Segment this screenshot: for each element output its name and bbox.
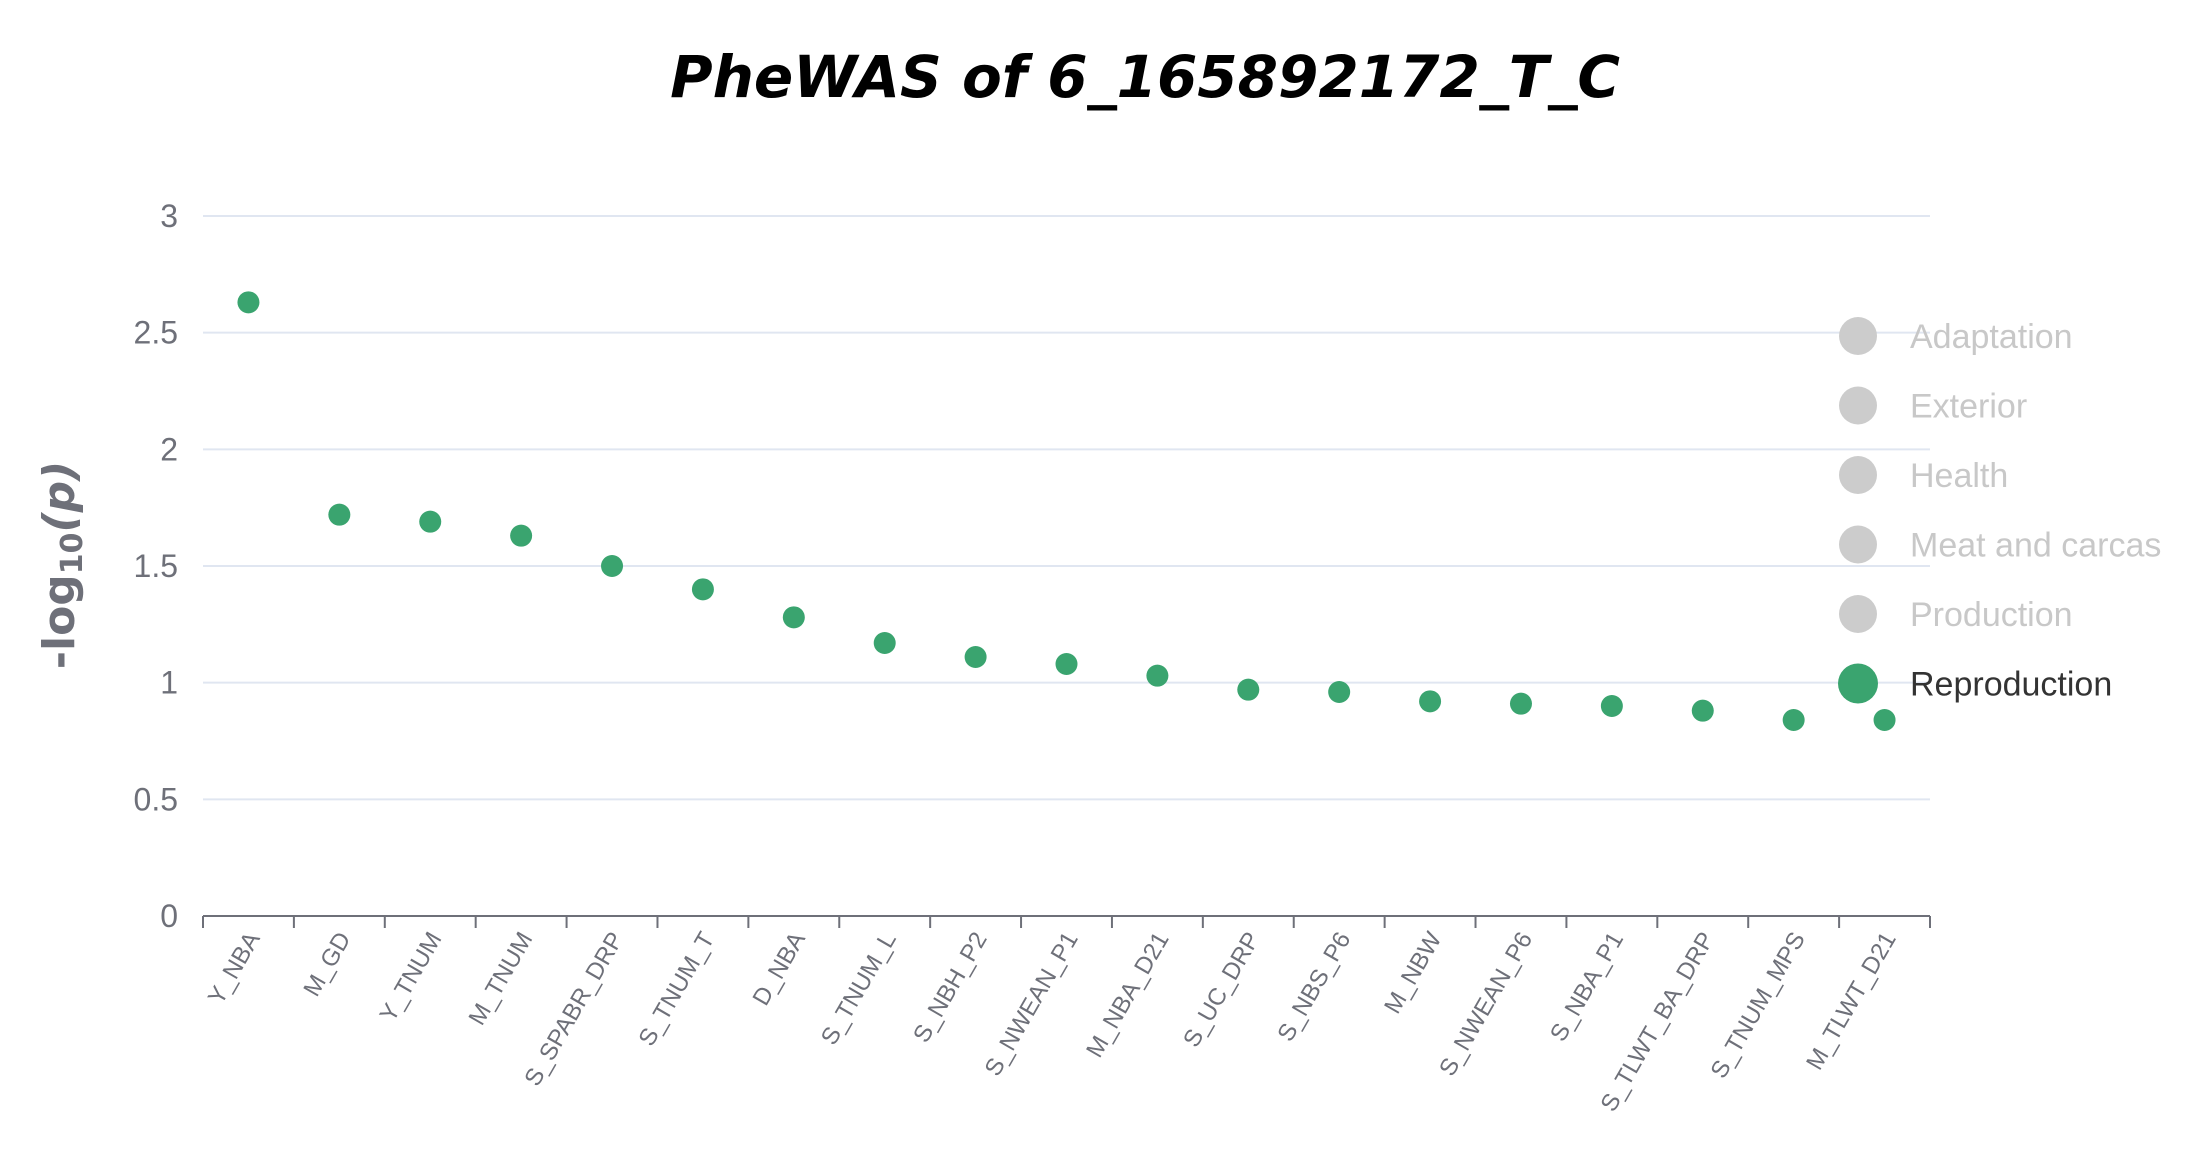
legend-marker[interactable] (1839, 595, 1877, 633)
data-point[interactable] (1691, 699, 1714, 722)
y-tick-label: 2 (160, 431, 178, 467)
x-tick-label: S_SPABR_DRP (519, 928, 629, 1091)
x-axis (202, 915, 1931, 928)
legend-label[interactable]: Exterior (1910, 388, 2027, 426)
legend-label[interactable]: Reproduction (1910, 666, 2112, 704)
x-tick-label: Y_TNUM (375, 928, 448, 1027)
x-tick-label: Y_NBA (203, 928, 266, 1010)
data-point[interactable] (1509, 692, 1532, 715)
data-point[interactable] (1237, 678, 1260, 701)
y-axis-label: -log10(p) (34, 461, 90, 670)
y-tick-label: 1.5 (134, 548, 178, 584)
x-tick-label: S_TNUM_T (633, 927, 720, 1051)
legend-label[interactable]: Production (1910, 596, 2073, 634)
legend-item[interactable]: Adaptation (1839, 317, 2073, 356)
x-tick-label: D_NBA (748, 928, 811, 1011)
x-tick-label: M_TNUM (464, 928, 539, 1030)
y-axis-label-prefix: -log (34, 574, 85, 669)
data-point[interactable] (1873, 709, 1896, 731)
data-point[interactable] (1419, 690, 1442, 713)
data-point[interactable] (237, 291, 260, 314)
data-point[interactable] (419, 510, 442, 533)
y-tick-label: 3 (160, 198, 178, 234)
x-tick-label: S_NBH_P2 (908, 927, 993, 1047)
chart-title: PheWAS of 6_165892172_T_C (670, 43, 1620, 111)
y-tick-label: 1 (160, 665, 178, 701)
legend-label[interactable]: Adaptation (1910, 318, 2073, 356)
legend-marker[interactable] (1839, 386, 1877, 425)
data-point[interactable] (1146, 664, 1169, 687)
legend-item[interactable]: Production (1839, 595, 2073, 634)
legend-label[interactable]: Meat and carcas (1910, 527, 2161, 565)
data-point[interactable] (1055, 653, 1078, 675)
x-tick-label: M_NBW (1379, 927, 1447, 1018)
data-point[interactable] (601, 555, 624, 577)
x-tick-label: S_NBS_P6 (1272, 928, 1356, 1047)
data-point[interactable] (328, 503, 351, 526)
data-points (237, 291, 1896, 731)
y-axis-label-argument: (p) (34, 461, 85, 533)
legend-item[interactable]: Reproduction (1838, 663, 2112, 704)
legend-label[interactable]: Health (1910, 457, 2008, 495)
data-point[interactable] (691, 578, 714, 601)
x-tick-label: S_NWEAN_P6 (1434, 928, 1538, 1081)
data-point[interactable] (510, 524, 533, 547)
data-point[interactable] (964, 646, 987, 668)
x-tick-label: S_TNUM_MPS (1705, 928, 1810, 1084)
legend-marker[interactable] (1838, 663, 1878, 704)
y-axis-ticks: 0 0.5 1 1.5 2 2.5 3 (134, 198, 178, 934)
y-tick-label: 2.5 (134, 315, 178, 351)
y-axis-label-subscript: 10 (55, 532, 90, 574)
legend-item[interactable]: Exterior (1839, 386, 2027, 426)
legend[interactable]: Adaptation Exterior Health Meat and carcas P… (1838, 317, 2161, 704)
grid-lines (203, 215, 1930, 801)
y-tick-label: 0.5 (134, 781, 178, 817)
x-tick-label: S_NBA_P1 (1545, 928, 1629, 1047)
data-point[interactable] (1328, 681, 1351, 703)
y-tick-label: 0 (160, 898, 178, 934)
legend-item[interactable]: Health (1839, 456, 2008, 495)
data-point[interactable] (782, 606, 805, 629)
x-tick-label: M_GD (298, 928, 356, 1002)
x-tick-label: M_TLWT_D21 (1801, 928, 1902, 1075)
x-tick-label: S_TNUM_L (816, 928, 902, 1050)
legend-marker[interactable] (1839, 525, 1877, 564)
x-tick-label: S_NWEAN_P1 (980, 928, 1084, 1081)
x-tick-label: S_UC_DRP (1178, 928, 1265, 1052)
x-tick-label: M_NBA_D21 (1081, 928, 1174, 1063)
legend-marker[interactable] (1839, 317, 1877, 355)
data-point[interactable] (873, 632, 896, 654)
data-point[interactable] (1600, 695, 1623, 717)
data-point[interactable] (1782, 709, 1805, 731)
legend-marker[interactable] (1839, 456, 1877, 494)
legend-item[interactable]: Meat and carcas (1839, 525, 2161, 565)
